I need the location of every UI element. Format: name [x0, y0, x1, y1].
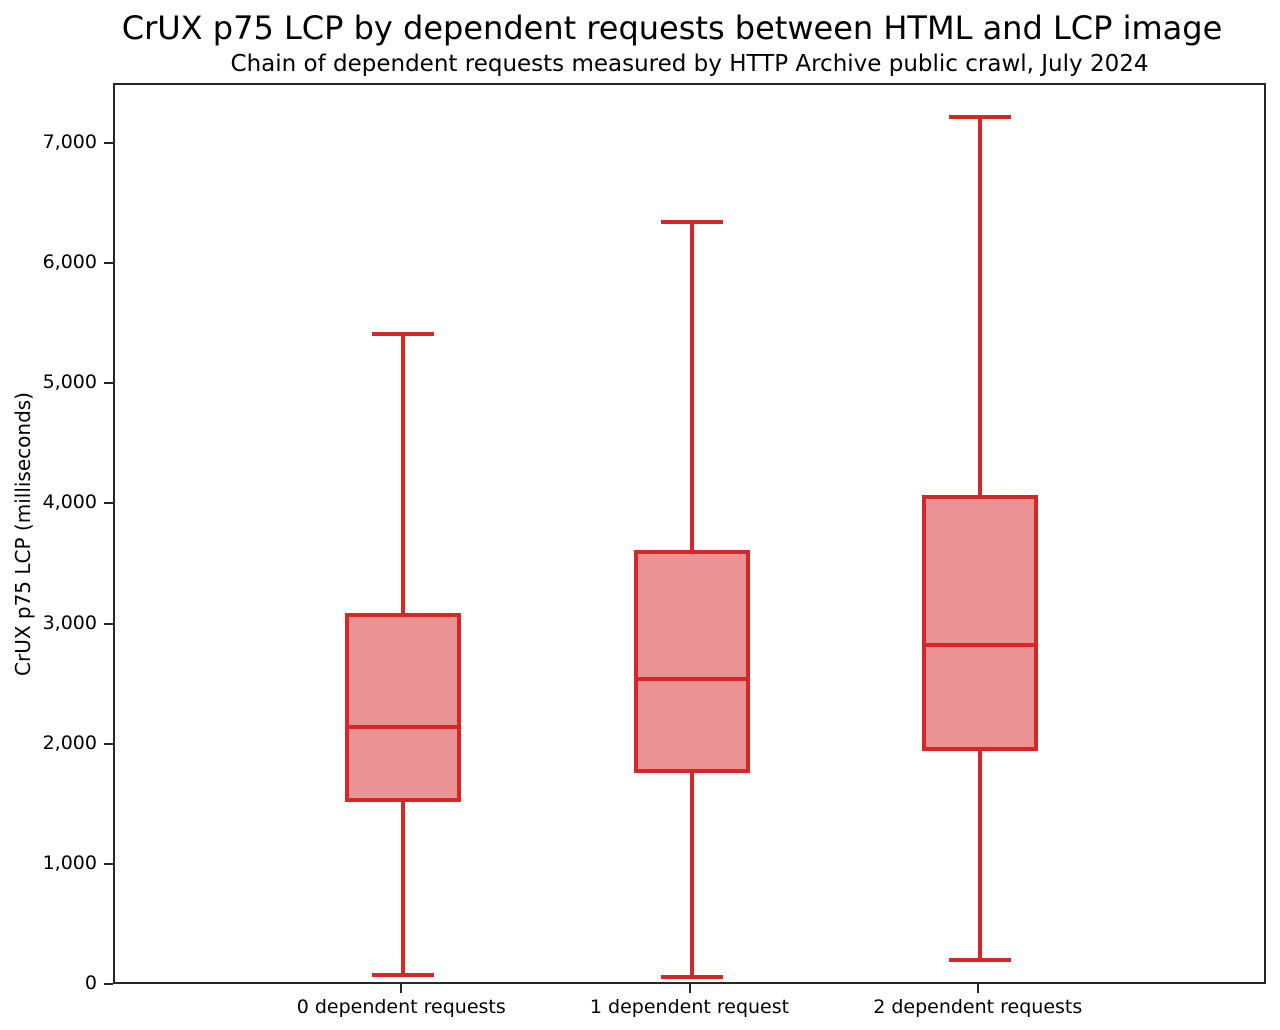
y-tick-label: 0: [84, 972, 97, 994]
y-tick-label: 4,000: [42, 491, 97, 514]
x-tick-mark: [400, 984, 403, 993]
whisker-upper-cap: [660, 219, 723, 224]
y-tick-label: 1,000: [42, 851, 97, 874]
whisker-lower-cap: [372, 973, 435, 978]
box-rect: [921, 495, 1038, 752]
box-rect: [345, 612, 462, 803]
y-tick-label: 7,000: [42, 131, 97, 154]
whisker-lower-cap: [948, 957, 1011, 962]
x-tick-label: 0 dependent requests: [296, 996, 506, 1018]
y-tick-label: 2,000: [42, 731, 97, 754]
y-axis-label: CrUX p75 LCP (milliseconds): [11, 392, 35, 676]
plot-area: [113, 83, 1266, 984]
x-tick-label: 2 dependent requests: [873, 996, 1083, 1018]
whisker-upper-line: [977, 117, 982, 498]
whisker-upper-line: [401, 334, 406, 615]
x-tick-mark: [688, 984, 691, 993]
whisker-lower-line: [401, 800, 406, 976]
whisker-upper-cap: [372, 332, 435, 337]
y-tick-label: 3,000: [42, 611, 97, 634]
x-tick-label: 1 dependent request: [589, 996, 790, 1018]
figure-subtitle: Chain of dependent requests measured by …: [230, 51, 1149, 77]
y-tick-label: 5,000: [42, 371, 97, 394]
y-tick-mark: [104, 742, 113, 745]
box-rect: [633, 549, 750, 773]
y-tick-mark: [104, 142, 113, 145]
y-tick-label: 6,000: [42, 251, 97, 274]
median-line: [921, 642, 1038, 647]
y-tick-mark: [104, 983, 113, 985]
median-line: [345, 725, 462, 730]
y-tick-mark: [104, 502, 113, 505]
whisker-lower-cap: [660, 974, 723, 979]
whisker-lower-line: [689, 770, 694, 977]
y-tick-mark: [104, 262, 113, 265]
whisker-upper-line: [689, 221, 694, 552]
y-tick-mark: [104, 382, 113, 385]
y-tick-mark: [104, 862, 113, 865]
median-line: [633, 677, 750, 682]
figure-title: CrUX p75 LCP by dependent requests betwe…: [121, 9, 1223, 47]
x-tick-mark: [976, 984, 979, 993]
whisker-upper-cap: [948, 115, 1011, 120]
whisker-lower-line: [977, 749, 982, 960]
y-tick-mark: [104, 622, 113, 625]
